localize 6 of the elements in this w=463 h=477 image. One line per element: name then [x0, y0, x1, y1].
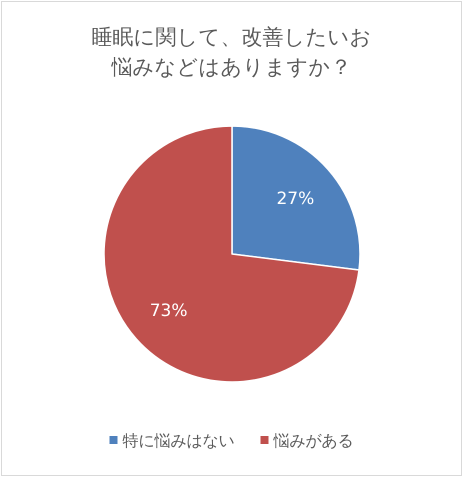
- pie-slice: [103, 125, 360, 383]
- legend-label: 特に悩みはない: [122, 431, 234, 450]
- legend-label: 悩みがある: [272, 431, 354, 450]
- data-label: 27%: [276, 189, 314, 210]
- chart-title: 睡眠に関して、改善したいお悩みなどはありますか？: [92, 25, 372, 79]
- data-label: 73%: [150, 300, 188, 321]
